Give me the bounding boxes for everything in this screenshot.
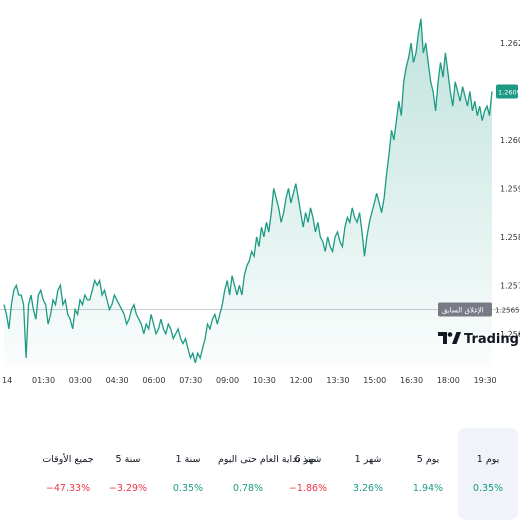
period-change-value: 0.35% — [472, 483, 504, 494]
price-chart[interactable]: 1.26200 1.26000 1.25900 1.25800 1.25700 1.256… — [0, 0, 520, 390]
y-tick-label: 1.25800 — [500, 233, 520, 242]
y-tick-label: 1.26000 — [500, 136, 520, 145]
y-tick-label: 1.25900 — [500, 184, 520, 193]
x-tick-label: 15:00 — [363, 376, 386, 385]
period-change-value: 0.35% — [172, 483, 204, 494]
period-change-value: 1.94% — [412, 483, 444, 494]
price-line — [3, 18, 493, 363]
x-tick-label: 03:00 — [69, 376, 92, 385]
current-price-tag: 1.26097 — [496, 84, 520, 99]
tradingview-logo[interactable]: TradingView — [438, 332, 520, 347]
period-0[interactable]: 1 يوم 0.35% — [458, 428, 518, 520]
y-tick-label: 1.25700 — [500, 281, 520, 290]
previous-close-value: 1.25650 — [495, 307, 520, 315]
performance-periods: 1 يوم 0.35% 5 يوم 1.94% 1 شهر 3.26% 6 شهر −1.86… — [0, 428, 520, 520]
period-6[interactable]: 5 سنة −3.29% — [98, 428, 158, 520]
tradingview-logo-text: TradingView — [464, 332, 520, 347]
current-price-label: 1.26097 — [498, 89, 520, 97]
period-change-value: 3.26% — [352, 483, 384, 494]
y-axis: 1.26200 1.26000 1.25900 1.25800 1.25700 1.256… — [500, 39, 520, 339]
y-tick-label: 1.25600 — [500, 330, 520, 339]
x-tick-label: 09:00 — [216, 376, 239, 385]
x-tick-label: 14 — [2, 376, 12, 385]
period-change-value: 0.78% — [232, 483, 264, 494]
period-label: 1 شهر — [354, 454, 382, 465]
period-3[interactable]: 6 شهر −1.86% — [278, 428, 338, 520]
price-area — [4, 18, 492, 367]
x-tick-label: 10:30 — [253, 376, 276, 385]
chart-svg[interactable]: 1.26200 1.26000 1.25900 1.25800 1.25700 1.256… — [0, 0, 520, 390]
previous-close-label: الإغلاق السابق — [442, 307, 484, 315]
period-2[interactable]: 1 شهر 3.26% — [338, 428, 398, 520]
x-tick-label: 07:30 — [179, 376, 202, 385]
period-4[interactable]: منذ بداية العام حتى اليوم 0.78% — [218, 428, 316, 520]
y-tick-label: 1.26200 — [500, 39, 520, 48]
x-tick-label: 01:30 — [32, 376, 55, 385]
x-tick-label: 06:00 — [142, 376, 165, 385]
period-1[interactable]: 5 يوم 1.94% — [398, 428, 458, 520]
x-tick-label: 12:00 — [290, 376, 313, 385]
x-tick-label: 04:30 — [106, 376, 129, 385]
period-5[interactable]: 1 سنة 0.35% — [158, 428, 218, 520]
x-tick-label: 16:30 — [400, 376, 423, 385]
tradingview-logo-icon — [438, 332, 461, 344]
x-tick-label: 13:30 — [326, 376, 349, 385]
period-label: 1 يوم — [476, 454, 500, 465]
period-label: 5 يوم — [416, 454, 440, 465]
period-change-value: −3.29% — [108, 483, 148, 494]
period-change-value: −1.86% — [288, 483, 328, 494]
x-tick-label: 19:30 — [474, 376, 497, 385]
period-7[interactable]: جميع الأوقات −47.33% — [38, 428, 98, 520]
x-axis: 14 01:30 03:00 04:30 06:00 07:30 09:00 10:30 12:… — [2, 376, 497, 385]
x-tick-label: 18:00 — [437, 376, 460, 385]
period-label: 5 سنة — [115, 454, 141, 465]
previous-close-tag: الإغلاق السابق — [438, 302, 492, 317]
period-change-value: −47.33% — [45, 483, 91, 494]
period-label: 6 شهر — [294, 454, 322, 465]
period-label: منذ بداية العام حتى اليوم — [218, 454, 316, 465]
period-label: جميع الأوقات — [42, 454, 94, 465]
period-label: 1 سنة — [175, 454, 201, 465]
